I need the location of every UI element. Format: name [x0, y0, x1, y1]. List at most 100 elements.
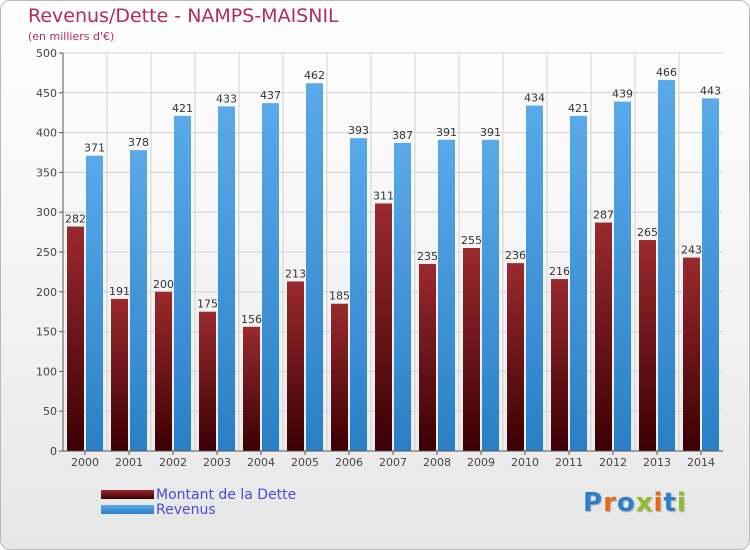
bar-debt [683, 257, 700, 451]
y-tick-label: 50 [43, 405, 57, 418]
data-label-debt: 243 [681, 244, 702, 257]
logo-letter: i [653, 488, 664, 518]
data-label-debt: 287 [593, 209, 614, 222]
data-label-revenue: 391 [436, 126, 457, 139]
bar-debt [331, 303, 348, 451]
x-tick-label: 2011 [555, 456, 583, 469]
chart-legend: Montant de la Dette Revenus [101, 486, 297, 518]
x-tick-label: 2012 [599, 456, 627, 469]
axes: 0 50 100 150 200 250 300 350 400 450 500 2000 2001 20… [36, 47, 723, 469]
bar-revenue [86, 155, 103, 451]
bar-revenue [218, 106, 235, 451]
bar-revenue [394, 142, 411, 451]
bar-revenue [658, 80, 675, 452]
data-label-debt: 175 [197, 298, 218, 311]
bar-revenue [262, 103, 279, 451]
bar-chart: 282 371 191 378 200 421 175 433 156 437 213 462 185 3… [36, 47, 723, 469]
bar-debt [595, 222, 612, 451]
data-label-debt: 185 [329, 290, 350, 303]
data-label-revenue: 421 [568, 102, 589, 115]
bar-debt [639, 240, 656, 451]
x-tick-label: 2007 [379, 456, 407, 469]
y-tick-label: 300 [36, 206, 57, 219]
x-tick-label: 2008 [423, 456, 451, 469]
y-tick-label: 400 [36, 127, 57, 140]
data-label-revenue: 387 [392, 129, 413, 142]
y-tick-label: 250 [36, 246, 57, 259]
y-tick-label: 100 [36, 365, 57, 378]
bar-debt [551, 279, 568, 451]
bar-revenue [482, 139, 499, 451]
x-tick-label: 2013 [643, 456, 671, 469]
data-label-debt: 236 [505, 249, 526, 262]
data-label-revenue: 462 [304, 69, 325, 82]
bar-debt [463, 248, 480, 451]
bar-debt [243, 326, 260, 451]
data-label-revenue: 433 [216, 92, 237, 105]
bar-debt [375, 203, 392, 451]
bar-revenue [702, 98, 719, 451]
bar-debt [419, 263, 436, 451]
legend-label-debt: Montant de la Dette [156, 486, 297, 503]
data-label-revenue: 378 [128, 136, 149, 149]
legend-item-revenue: Revenus [101, 501, 296, 518]
bar-revenue [570, 115, 587, 451]
data-label-debt: 235 [417, 250, 438, 263]
bar-revenue [350, 138, 367, 451]
data-label-debt: 191 [109, 285, 130, 298]
logo-letter: r [603, 488, 617, 518]
x-tick-label: 2004 [247, 456, 275, 469]
legend-item-debt: Montant de la Dette [101, 486, 297, 503]
bar-revenue [614, 101, 631, 451]
y-tick-label: 0 [50, 445, 57, 458]
x-tick-label: 2002 [159, 456, 187, 469]
data-label-revenue: 439 [612, 88, 633, 101]
data-label-revenue: 391 [480, 126, 501, 139]
bar-revenue [526, 105, 543, 451]
data-label-revenue: 437 [260, 89, 281, 102]
logo-letter: x [635, 488, 654, 518]
chart-subtitle: (en milliers d'€) [28, 30, 115, 43]
bars: 282 371 191 378 200 421 175 433 156 437 213 462 185 3… [65, 66, 721, 452]
grid-lines [63, 52, 723, 452]
data-label-debt: 200 [153, 278, 174, 291]
x-tick-label: 2003 [203, 456, 231, 469]
bar-revenue [130, 150, 147, 451]
x-tick-label: 2010 [511, 456, 539, 469]
y-tick-label: 150 [36, 326, 57, 339]
data-label-revenue: 466 [656, 66, 677, 79]
bar-revenue [174, 115, 191, 451]
y-tick-label: 450 [36, 87, 57, 100]
x-tick-label: 2014 [687, 456, 715, 469]
x-tick-label: 2005 [291, 456, 319, 469]
x-tick-label: 2009 [467, 456, 495, 469]
legend-swatch-revenue [101, 505, 154, 514]
y-tick-label: 500 [36, 47, 57, 60]
legend-swatch-debt [101, 490, 154, 499]
data-label-debt: 156 [241, 313, 262, 326]
x-tick-label: 2006 [335, 456, 363, 469]
x-tick-label: 2001 [115, 456, 143, 469]
bar-debt [67, 226, 84, 451]
bar-debt [199, 311, 216, 451]
y-tick-label: 350 [36, 166, 57, 179]
y-tick-label: 200 [36, 286, 57, 299]
logo-letter: o [616, 488, 636, 518]
proxiti-logo: Proxiti [583, 488, 687, 518]
bar-debt [287, 281, 304, 451]
data-label-debt: 282 [65, 213, 86, 226]
data-label-debt: 265 [637, 226, 658, 239]
x-tick-label: 2000 [71, 456, 99, 469]
bar-debt [155, 291, 172, 451]
data-label-revenue: 421 [172, 102, 193, 115]
logo-letter: P [583, 488, 604, 518]
bar-debt [111, 298, 128, 451]
logo-letter: i [676, 488, 687, 518]
chart-title: Revenus/Dette - NAMPS-MAISNIL [28, 5, 339, 27]
bar-debt [507, 263, 524, 451]
data-label-debt: 216 [549, 265, 570, 278]
data-label-revenue: 434 [524, 92, 545, 105]
legend-label-revenue: Revenus [156, 501, 216, 518]
data-label-debt: 311 [373, 189, 394, 202]
